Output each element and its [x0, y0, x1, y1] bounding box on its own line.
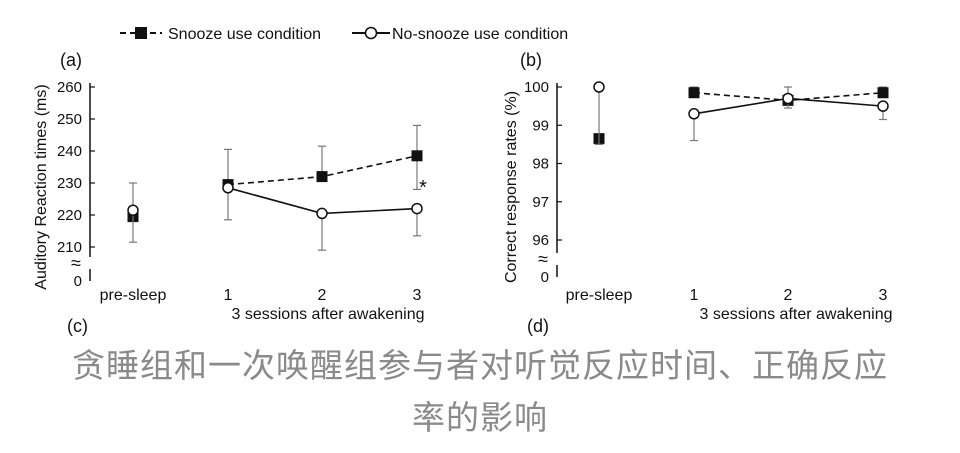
x-tick-label: 2 [784, 287, 793, 304]
y-tick-label: 99 [532, 117, 549, 134]
y-tick-label: 98 [532, 156, 549, 173]
legend-snooze-label: Snooze use condition [168, 26, 321, 43]
figure-caption: 贪睡组和一次唤醒组参与者对听觉反应时间、正确反应 率的影响 [0, 340, 960, 444]
x-axis-title: 3 sessions after awakening [232, 306, 425, 323]
x-tick-label: pre-sleep [100, 287, 167, 304]
x-tick-label: 3 [879, 287, 888, 304]
y-tick-label: 97 [532, 194, 549, 211]
x-axis-title: 3 sessions after awakening [700, 306, 893, 323]
point-nosnooze-0 [593, 81, 605, 93]
significance-asterisk: * [419, 177, 427, 199]
next-panel-label-cut: (d) [527, 316, 549, 336]
point-snooze-3 [877, 87, 889, 99]
y-axis-title: Correct response rates (%) [503, 91, 520, 283]
y-tick-label-zero: 0 [541, 269, 549, 286]
y-tick-label-zero: 0 [74, 273, 82, 290]
point-snooze-3 [411, 150, 423, 162]
point-nosnooze-1 [222, 182, 234, 194]
point-nosnooze-2 [782, 92, 794, 105]
y-tick-label: 230 [57, 175, 82, 192]
x-tick-label: 1 [690, 287, 699, 304]
panel-a-reaction-times: ≈210 220 230 240 250 260 0 Auditory Reaction ti… [33, 50, 427, 336]
point-nosnooze-1 [688, 108, 700, 120]
next-panel-label-cut: (c) [67, 316, 88, 336]
point-nosnooze-3 [411, 202, 423, 215]
point-nosnooze-0 [127, 204, 139, 216]
y-tick-label: 96 [532, 232, 549, 249]
y-tick-label: 100 [524, 79, 549, 96]
y-tick-label: 210 [57, 239, 82, 256]
x-tick-label: 3 [413, 287, 422, 304]
panel-label: (b) [520, 50, 542, 70]
point-nosnooze-3 [877, 100, 889, 112]
point-nosnooze-2 [316, 207, 328, 220]
point-snooze-2 [316, 171, 328, 183]
caption-line-1: 贪睡组和一次唤醒组参与者对听觉反应时间、正确反应 [72, 346, 888, 385]
legend-nosnooze-marker [364, 26, 378, 40]
axis-break-symbol: ≈ [538, 249, 548, 269]
x-tick-label: 1 [224, 287, 233, 304]
figure: Snooze use condition No-snooze use condi… [33, 26, 893, 336]
y-tick-label: 250 [57, 111, 82, 128]
x-tick-label: 2 [318, 287, 327, 304]
y-tick-label: 240 [57, 143, 82, 160]
y-tick-label: 260 [57, 79, 82, 96]
y-tick-label: 220 [57, 207, 82, 224]
legend-snooze-marker [135, 27, 147, 39]
point-snooze-1 [688, 87, 700, 99]
axis-break-symbol: ≈ [71, 253, 81, 273]
y-axis-title: Auditory Reaction times (ms) [33, 84, 50, 289]
legend: Snooze use condition No-snooze use condi… [120, 26, 568, 43]
panel-label: (a) [60, 50, 82, 70]
panel-b-correct-response: ≈96 97 98 99 100 0 Correct response rates (%) (… [503, 50, 893, 336]
x-tick-label: pre-sleep [566, 287, 633, 304]
caption-line-2: 率的影响 [412, 398, 548, 437]
legend-nosnooze-label: No-snooze use condition [392, 26, 568, 43]
